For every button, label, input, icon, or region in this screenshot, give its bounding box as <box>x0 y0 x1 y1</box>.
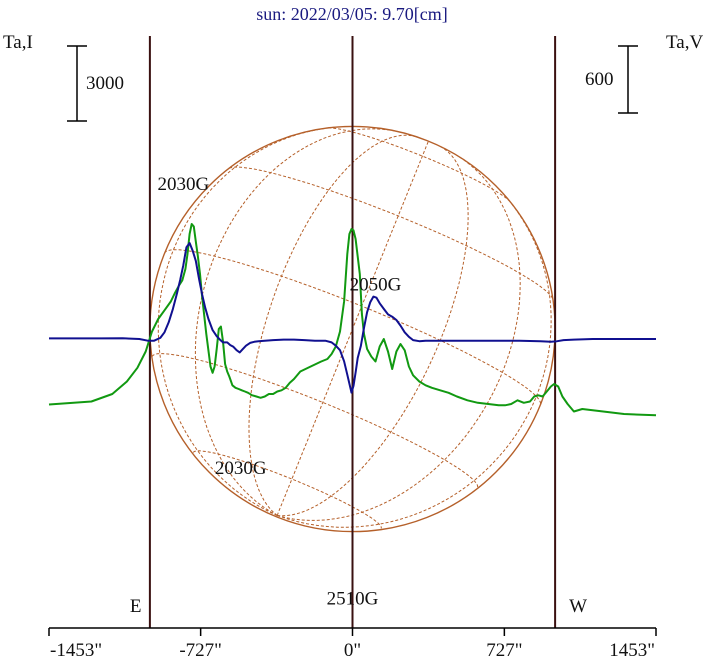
disk-grid-line <box>229 166 554 300</box>
right-scale-bar: 600 <box>585 45 638 114</box>
x-tick-label: 727" <box>486 640 522 661</box>
right-scale-label: 600 <box>585 69 614 90</box>
disk-grid-line <box>328 127 511 202</box>
disk-grid-line <box>194 128 398 516</box>
peak-annotation: 2030G <box>157 174 209 195</box>
series-line-left <box>48 223 657 417</box>
left-scale-bar: 3000 <box>67 45 124 122</box>
x-tick-label: 0" <box>344 640 361 661</box>
x-tick-label: 1453" <box>609 640 655 661</box>
marker-label: W <box>569 596 587 617</box>
disk-grid-line <box>192 450 382 529</box>
series-line-right <box>49 242 656 394</box>
disk-grid-line <box>277 193 552 528</box>
left-axis-label: Ta,I <box>3 32 33 53</box>
series-layer <box>48 223 657 417</box>
x-tick-label: -727" <box>179 640 222 661</box>
disk-grid-line <box>151 353 479 489</box>
left-scale-label: 3000 <box>86 73 124 94</box>
peak-annotation: 2030G <box>215 458 267 479</box>
x-axis: -1453" -727" 0" 727" 1453" <box>48 627 657 661</box>
disk-grid-line <box>277 146 469 517</box>
peak-annotation: 2050G <box>350 275 402 296</box>
marker-label: E <box>130 596 142 617</box>
chart-title: sun: 2022/03/05: 9.70[cm] <box>256 4 448 24</box>
x-tick-label: -1453" <box>50 640 102 661</box>
peak-annotation: 2510G <box>327 588 379 609</box>
disk-grid-line <box>276 141 429 516</box>
disk-grid-line <box>248 134 416 516</box>
disk-grid-line <box>157 126 339 516</box>
disk-grid-line <box>277 155 521 521</box>
annotations: 2030G 2050G 2030G 2510G <box>157 174 401 609</box>
right-axis-label: Ta,V <box>666 32 703 53</box>
